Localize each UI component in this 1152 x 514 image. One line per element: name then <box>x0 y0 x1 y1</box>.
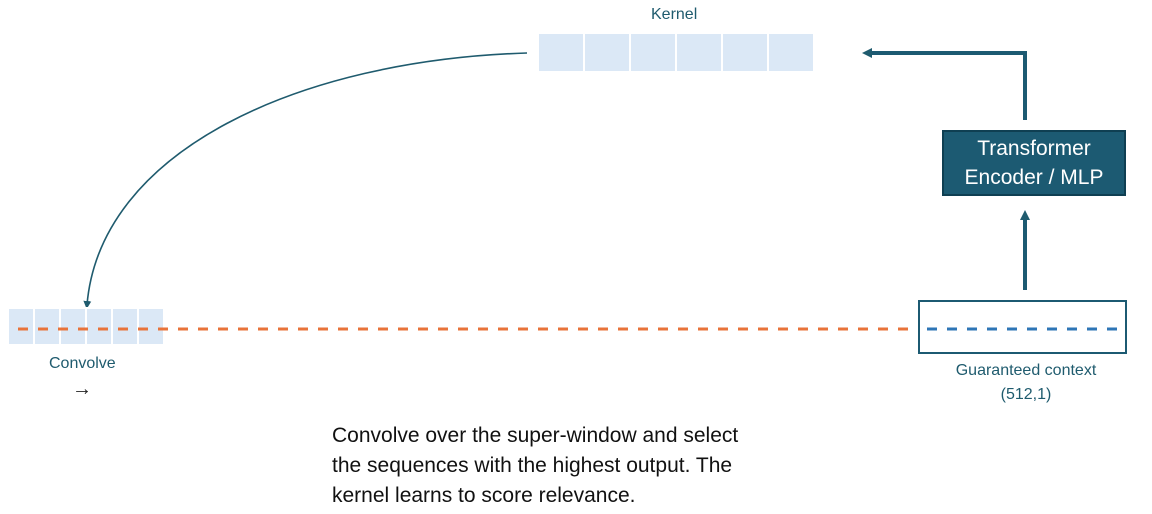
convolve-cells <box>8 308 164 345</box>
caption-line-1: Convolve over the super-window and selec… <box>332 421 832 451</box>
kernel-cell-5 <box>722 33 768 72</box>
context-shape: (512,1) <box>926 386 1126 404</box>
kernel-cell-6 <box>768 33 814 72</box>
encoder-line-2: Encoder / MLP <box>944 163 1124 192</box>
kernel-cell-3 <box>630 33 676 72</box>
convolve-cell-1 <box>8 308 34 345</box>
convolve-label: Convolve <box>49 355 116 373</box>
convolve-cell-3 <box>60 308 86 345</box>
caption: Convolve over the super-window and selec… <box>332 421 832 511</box>
transformer-encoder-box: Transformer Encoder / MLP <box>942 130 1126 196</box>
kernel-cell-4 <box>676 33 722 72</box>
convolve-cell-2 <box>34 308 60 345</box>
curved-arrow <box>87 53 527 305</box>
context-box <box>919 301 1126 353</box>
convolve-right-arrow-icon: → <box>72 378 92 401</box>
kernel-cell-2 <box>584 33 630 72</box>
context-label: Guaranteed context <box>926 362 1126 380</box>
encoder-to-kernel-arrow <box>866 53 1025 120</box>
caption-line-3: kernel learns to score relevance. <box>332 481 832 511</box>
caption-line-2: the sequences with the highest output. T… <box>332 451 832 481</box>
kernel-cells <box>538 33 814 72</box>
convolve-cell-6 <box>138 308 164 345</box>
convolve-cell-5 <box>112 308 138 345</box>
convolve-cell-4 <box>86 308 112 345</box>
encoder-line-1: Transformer <box>944 134 1124 163</box>
kernel-cell-1 <box>538 33 584 72</box>
kernel-label: Kernel <box>651 6 697 24</box>
